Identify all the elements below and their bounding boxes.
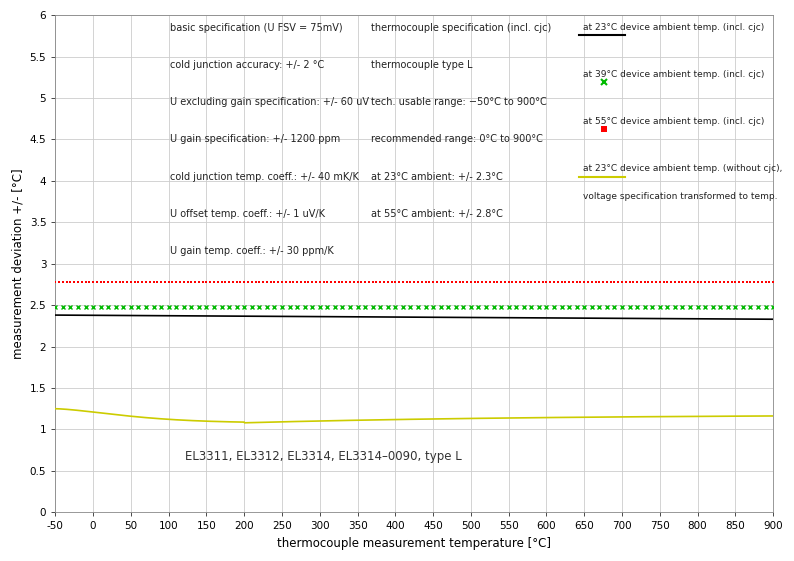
Text: U gain specification: +/- 1200 ppm: U gain specification: +/- 1200 ppm: [170, 135, 341, 144]
Text: basic specification (U FSV = 75mV): basic specification (U FSV = 75mV): [170, 22, 343, 33]
Text: U excluding gain specification: +/- 60 uV: U excluding gain specification: +/- 60 u…: [170, 97, 369, 107]
Text: U gain temp. coeff.: +/- 30 ppm/K: U gain temp. coeff.: +/- 30 ppm/K: [170, 246, 334, 256]
Text: at 55°C ambient: +/- 2.8°C: at 55°C ambient: +/- 2.8°C: [371, 209, 503, 219]
Text: EL3311, EL3312, EL3314, EL3314–0090, type L: EL3311, EL3312, EL3314, EL3314–0090, typ…: [184, 449, 461, 463]
Text: cold junction temp. coeff.: +/- 40 mK/K: cold junction temp. coeff.: +/- 40 mK/K: [170, 172, 359, 182]
Y-axis label: measurement deviation +/- [°C]: measurement deviation +/- [°C]: [11, 168, 24, 359]
Text: at 55°C device ambient temp. (incl. cjc): at 55°C device ambient temp. (incl. cjc): [583, 117, 765, 126]
Text: recommended range: 0°C to 900°C: recommended range: 0°C to 900°C: [371, 135, 543, 144]
Text: at 23°C ambient: +/- 2.3°C: at 23°C ambient: +/- 2.3°C: [371, 172, 503, 182]
Text: U offset temp. coeff.: +/- 1 uV/K: U offset temp. coeff.: +/- 1 uV/K: [170, 209, 326, 219]
Text: thermocouple specification (incl. cjc): thermocouple specification (incl. cjc): [371, 22, 551, 33]
Text: tech. usable range: −50°C to 900°C: tech. usable range: −50°C to 900°C: [371, 97, 547, 107]
Text: at 39°C device ambient temp. (incl. cjc): at 39°C device ambient temp. (incl. cjc): [583, 70, 765, 79]
X-axis label: thermocouple measurement temperature [°C]: thermocouple measurement temperature [°C…: [277, 537, 551, 550]
Text: at 23°C device ambient temp. (without cjc),: at 23°C device ambient temp. (without cj…: [583, 164, 782, 173]
Text: thermocouple type L: thermocouple type L: [371, 60, 472, 70]
Text: at 23°C device ambient temp. (incl. cjc): at 23°C device ambient temp. (incl. cjc): [583, 22, 764, 31]
Text: cold junction accuracy: +/- 2 °C: cold junction accuracy: +/- 2 °C: [170, 60, 325, 70]
Text: voltage specification transformed to temp.: voltage specification transformed to tem…: [583, 192, 777, 201]
